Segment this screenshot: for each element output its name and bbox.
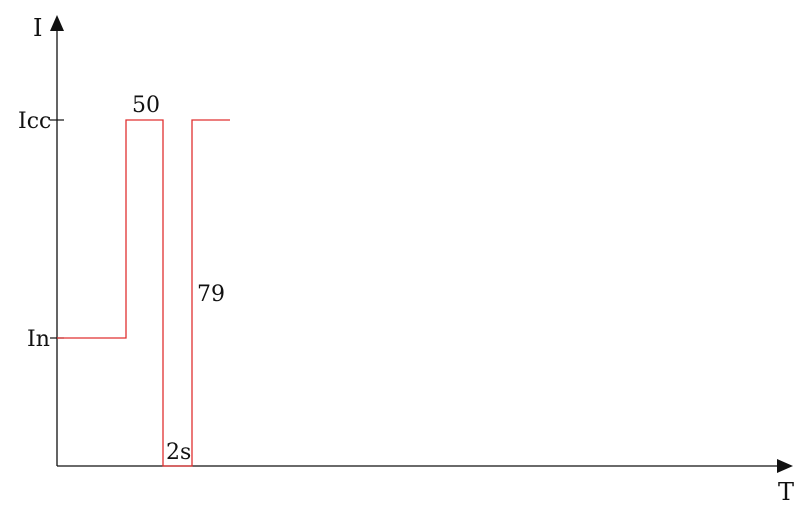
x-axis-label: T bbox=[778, 478, 794, 506]
peak-duration-label: 50 bbox=[132, 93, 160, 118]
y-axis-label: I bbox=[33, 14, 42, 42]
current-waveform bbox=[57, 119, 230, 467]
icc-tick-label: Icc bbox=[18, 109, 51, 134]
y-axis-arrow bbox=[50, 15, 64, 31]
gap-duration-label: 2s bbox=[166, 440, 191, 465]
recovery-duration-label: 79 bbox=[197, 282, 225, 307]
x-axis-arrow bbox=[777, 459, 793, 473]
in-tick-label: In bbox=[27, 327, 50, 352]
